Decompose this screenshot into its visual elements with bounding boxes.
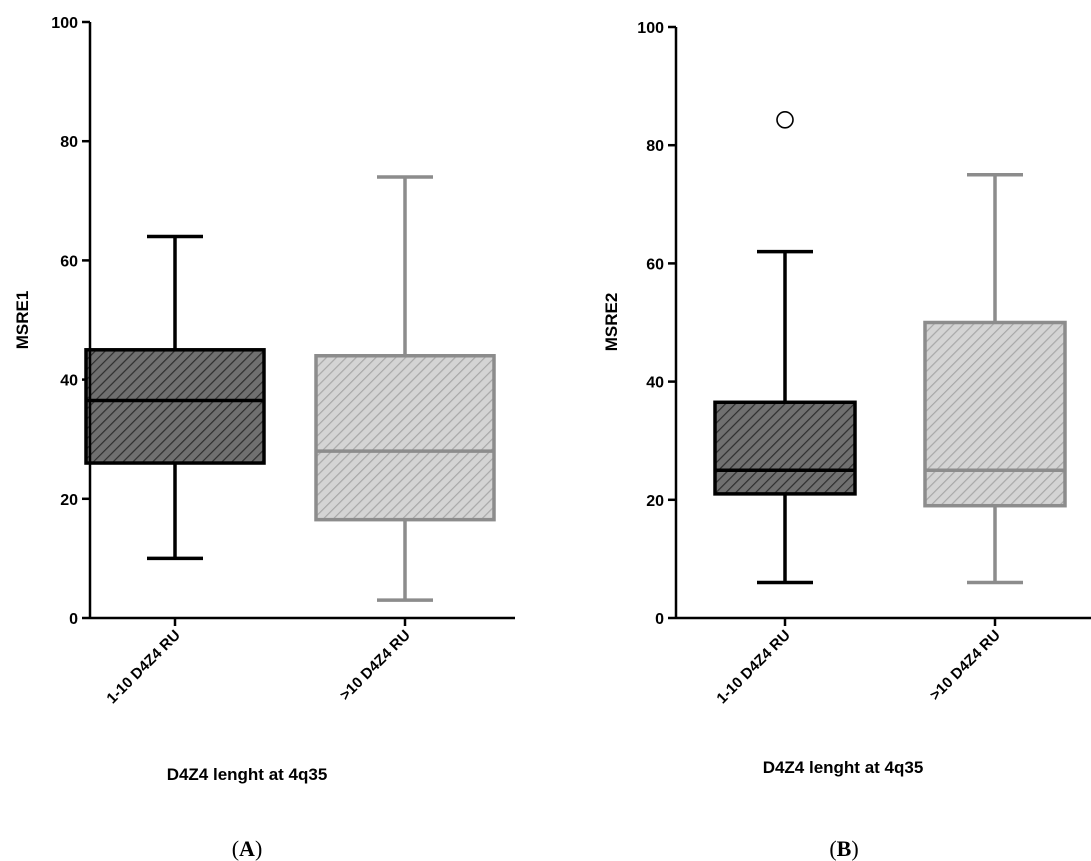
box-2 — [923, 173, 1067, 585]
y-tick-label: 100 — [51, 15, 78, 32]
category-label: 1-10 D4Z4 RU — [103, 627, 183, 707]
y-tick-label: 100 — [637, 20, 664, 37]
y-ticks: 0 20 40 60 80 100 — [51, 15, 90, 628]
y-tick-label: 60 — [60, 253, 78, 270]
y-tick-label: 60 — [646, 256, 664, 273]
y-axis-label: MSRE1 — [13, 291, 32, 350]
y-tick-label: 80 — [646, 138, 664, 155]
box-1 — [713, 110, 857, 585]
category-label: >10 D4Z4 RU — [927, 627, 1004, 704]
panel-a: 0 20 40 60 80 100 1-10 D4Z4 RU >10 D4Z4 RU MSR… — [13, 15, 515, 861]
boxes — [84, 175, 496, 602]
boxes — [713, 110, 1067, 585]
y-tick-label: 20 — [646, 493, 664, 510]
y-ticks: 0 20 40 60 80 100 — [637, 20, 676, 628]
axes — [674, 27, 1091, 620]
category-labels: 1-10 D4Z4 RU >10 D4Z4 RU — [103, 618, 414, 707]
panel-letter: A — [239, 836, 255, 861]
panel-label: (B) — [829, 836, 858, 861]
outlier-point — [776, 110, 794, 129]
y-axis-label: MSRE2 — [602, 293, 621, 352]
y-tick-label: 0 — [69, 611, 78, 628]
y-tick-label: 0 — [655, 611, 664, 628]
y-tick-label: 20 — [60, 492, 78, 509]
axes — [88, 22, 515, 620]
iqr-box — [923, 320, 1067, 508]
category-label: >10 D4Z4 RU — [337, 627, 414, 704]
iqr-box — [84, 348, 266, 465]
box-1 — [84, 234, 266, 561]
y-tick-label: 40 — [60, 373, 78, 390]
x-axis-label: D4Z4 lenght at 4q35 — [167, 765, 328, 784]
iqr-box — [713, 400, 857, 496]
box-2 — [314, 175, 496, 602]
y-tick-label: 40 — [646, 375, 664, 392]
y-tick-label: 80 — [60, 134, 78, 151]
panel-letter: B — [837, 836, 852, 861]
panel-b: 0 20 40 60 80 100 1-10 D4Z4 RU >10 D4Z4 RU MSR… — [602, 20, 1091, 861]
category-label: 1-10 D4Z4 RU — [713, 627, 793, 707]
x-axis-label: D4Z4 lenght at 4q35 — [763, 758, 924, 777]
panel-label: (A) — [232, 836, 263, 861]
category-labels: 1-10 D4Z4 RU >10 D4Z4 RU — [713, 618, 1004, 707]
iqr-box — [314, 354, 496, 522]
